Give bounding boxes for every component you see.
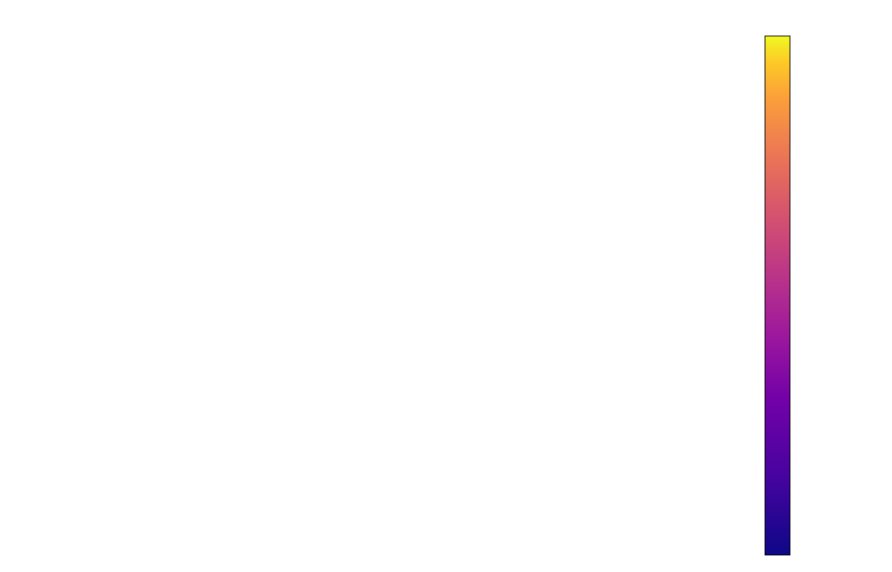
colorbar [764,35,791,556]
colorbar-gradient [764,35,791,556]
